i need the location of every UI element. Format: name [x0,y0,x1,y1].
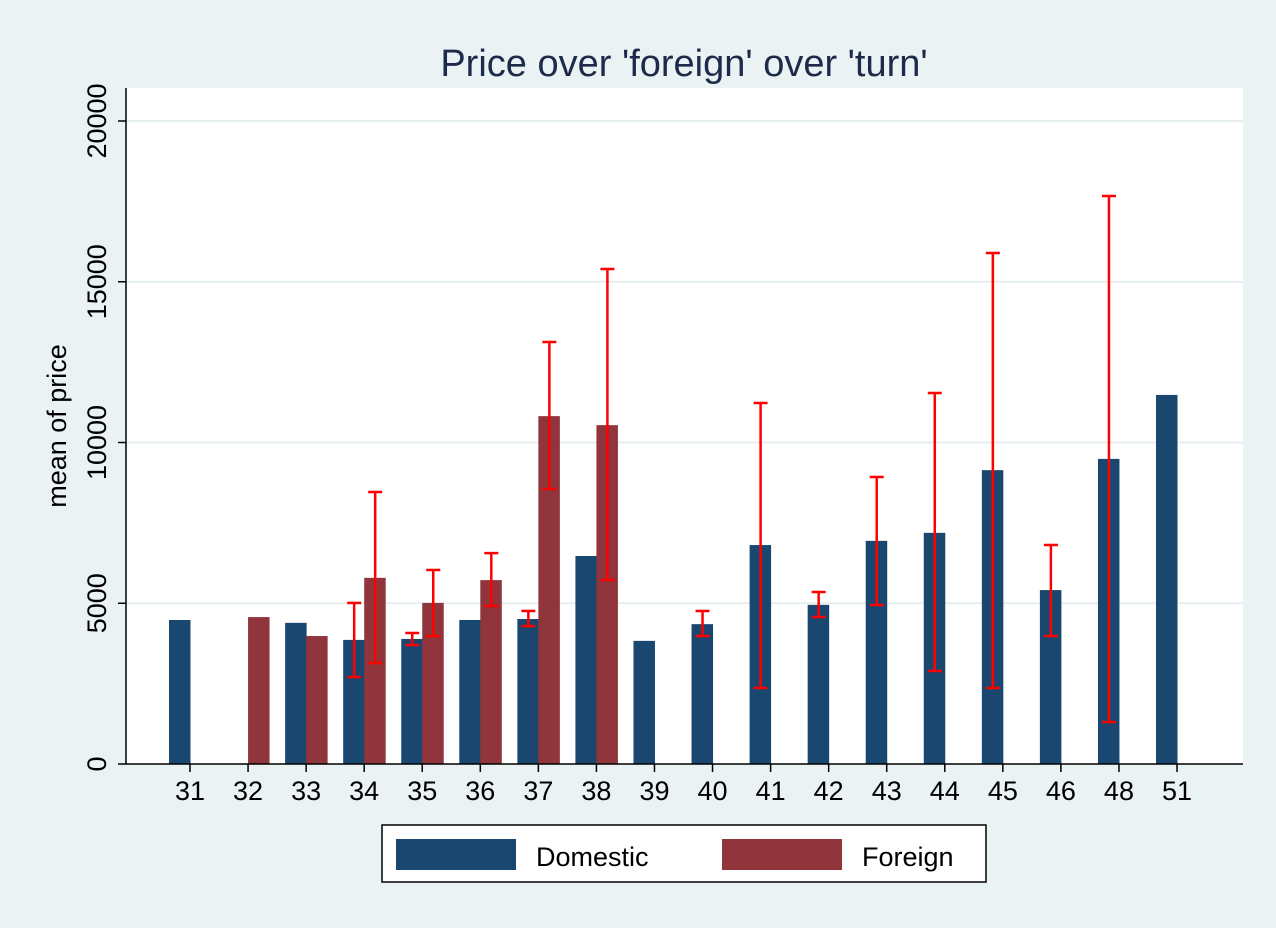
x-tick-label: 51 [1162,776,1192,806]
bar-domestic-31 [169,620,191,764]
legend: Domestic Foreign [381,824,987,883]
error-bar-domestic-45 [985,251,1000,690]
chart-title: Price over 'foreign' over 'turn' [440,43,927,85]
legend-swatch-domestic [396,839,516,870]
y-axis-label: mean of price [42,344,72,508]
x-tick-label: 44 [930,776,960,806]
x-tick-label: 37 [523,776,553,806]
bar-foreign-32 [248,617,270,764]
error-bar-domestic-43 [869,475,884,607]
bar-domestic-51 [1156,394,1178,764]
error-bar-domestic-37 [521,609,536,628]
bar-domestic-46 [1039,590,1062,764]
bar-domestic-34 [343,639,365,764]
x-tick-label: 48 [1104,776,1134,806]
bar-domestic-37 [517,619,539,764]
x-tick-label: 35 [407,776,437,806]
bar-domestic-40 [691,624,714,764]
x-tick-label: 40 [698,776,728,806]
bar-domestic-42 [807,604,830,764]
error-bar-foreign-38 [600,267,615,582]
bar-domestic-35 [401,638,423,764]
error-bar-domestic-40 [695,609,710,638]
bar-foreign-33 [306,636,328,764]
legend-label-domestic: Domestic [536,842,649,872]
x-tick-label: 36 [465,776,495,806]
error-bar-domestic-44 [927,391,942,673]
bar-foreign-37 [538,416,560,764]
error-bar-domestic-46 [1043,543,1058,638]
error-bar-domestic-42 [811,590,826,619]
x-tick-label: 31 [175,776,205,806]
legend-label-foreign: Foreign [862,842,954,872]
x-tick-label: 33 [291,776,321,806]
x-tick-label: 34 [349,776,379,806]
bar-foreign-35 [422,602,444,764]
error-bar-domestic-35 [405,631,420,647]
x-tick-label: 43 [872,776,902,806]
error-bar-domestic-34 [347,601,362,679]
bar-foreign-34 [364,577,386,764]
x-tick-label: 32 [233,776,263,806]
error-bar-foreign-36 [484,551,499,608]
bar-domestic-36 [459,619,481,764]
y-tick-label: 10000 [82,405,112,480]
x-tick-label: 38 [581,776,611,806]
bar-domestic-33 [285,622,307,764]
x-tick-label: 39 [639,776,669,806]
y-tick-label: 20000 [82,83,112,158]
y-tick-label: 5000 [82,573,112,633]
error-bar-domestic-48 [1101,194,1116,724]
x-tick-label: 45 [988,776,1018,806]
bar-domestic-38 [575,555,597,764]
legend-swatch-foreign [722,839,842,870]
y-tick-label: 0 [82,756,112,771]
error-bar-foreign-35 [426,568,441,638]
bar-domestic-39 [633,640,655,764]
x-tick-label: 46 [1046,776,1076,806]
x-tick-label: 42 [814,776,844,806]
y-tick-label: 15000 [82,244,112,319]
error-bar-foreign-34 [368,490,383,665]
x-tick-label: 41 [756,776,786,806]
bar-domestic-43 [865,540,888,764]
error-bar-foreign-37 [542,340,557,491]
bar-foreign-38 [596,425,618,764]
bar-foreign-36 [480,580,502,764]
error-bar-domestic-41 [753,401,768,690]
legend-box [381,824,987,883]
